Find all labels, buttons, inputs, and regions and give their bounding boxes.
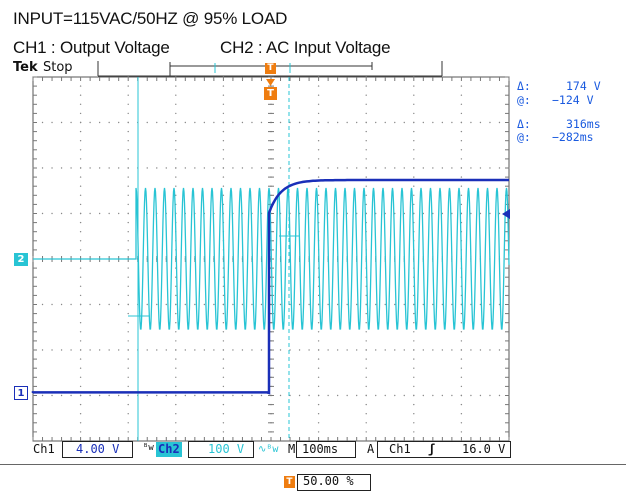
status-ch1-scale: 4.00 V — [76, 442, 120, 456]
v-at-label: @: — [517, 93, 531, 107]
status-timebase-label: M — [288, 442, 296, 456]
timebase-box[interactable] — [296, 441, 356, 458]
ch1-ground-marker[interactable]: 1 — [14, 386, 28, 400]
trigger-position-marker[interactable]: T — [264, 87, 277, 100]
ch2-scale-box[interactable] — [188, 441, 254, 458]
status-ch1-bw: ᴮw — [143, 443, 154, 453]
status-trigger-position: 50.00 % — [303, 474, 354, 488]
ch1-scale-box[interactable] — [62, 441, 133, 458]
status-ch1-name[interactable]: Ch1 — [33, 442, 55, 456]
v-delta-value: 174 V — [566, 79, 601, 93]
status-trigger-level: 16.0 V — [462, 442, 506, 456]
v-at-value: −124 V — [552, 93, 594, 107]
status-trigger-mode: A — [367, 442, 375, 456]
caption-test-condition: INPUT=115VAC/50HZ @ 95% LOAD — [13, 9, 288, 28]
trigger-slope-icon: ʃ — [428, 442, 436, 456]
trigger-position-box[interactable] — [297, 474, 371, 491]
status-ch2-name[interactable]: Ch2 — [156, 442, 182, 457]
caption-ch1-label: CH1 : Output Voltage — [13, 38, 170, 57]
status-timebase: 100ms — [302, 442, 339, 456]
caption-ch2-label: CH2 : AC Input Voltage — [220, 38, 391, 57]
t-delta-value: 316ms — [566, 117, 601, 131]
t-at-label: @: — [517, 130, 531, 144]
status-ch2-coupling: ∿ᴮw — [258, 444, 279, 455]
trigger-top-marker: T — [265, 63, 276, 74]
status-ch2-scale: 100 V — [208, 442, 245, 456]
bottom-divider — [0, 464, 626, 465]
run-state: Stop — [43, 60, 73, 75]
v-delta-label: Δ: — [517, 79, 531, 93]
t-at-value: −282ms — [552, 130, 594, 144]
ch2-ground-marker[interactable]: 2 — [14, 253, 28, 266]
trigger-position-icon: T — [284, 476, 295, 488]
ch2-ac-input-waveform — [33, 187, 510, 330]
trigger-pointer-icon — [266, 79, 275, 86]
t-delta-label: Δ: — [517, 117, 531, 131]
trigger-level-arrow[interactable] — [502, 209, 510, 219]
status-trigger-source: Ch1 — [389, 442, 411, 456]
ch1-output-voltage-waveform — [31, 178, 509, 395]
tek-logo: Tek — [13, 60, 38, 75]
trigger-settings-box[interactable] — [377, 441, 511, 458]
